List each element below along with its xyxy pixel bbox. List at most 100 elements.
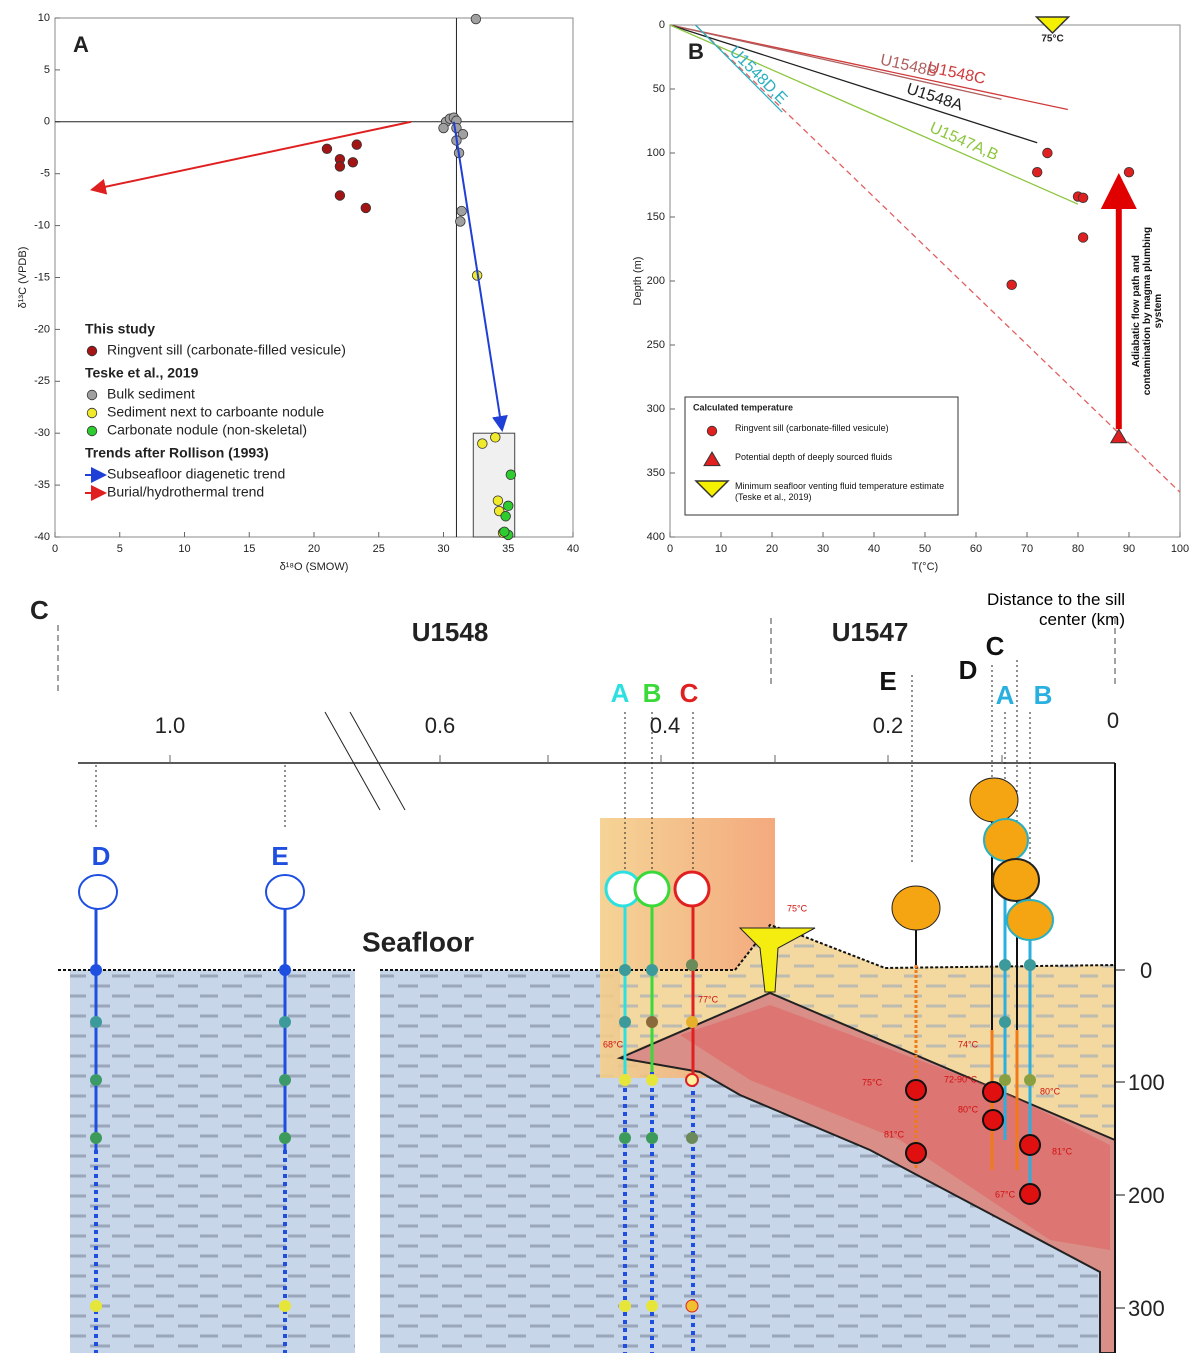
hole-letter: E bbox=[879, 666, 896, 696]
sill-sample bbox=[905, 1142, 927, 1164]
temperature: 72-90°C bbox=[944, 1074, 978, 1084]
y-tick-label: -10 bbox=[34, 220, 50, 232]
y-axis-label: δ¹³C (VPDB) bbox=[17, 247, 29, 309]
y-tick-label: -40 bbox=[34, 531, 50, 543]
dot bbox=[279, 1132, 291, 1144]
dot bbox=[90, 1132, 102, 1144]
point bbox=[1077, 232, 1089, 243]
tick-label: 0 bbox=[1140, 958, 1152, 983]
legend-label: Bulk sediment bbox=[107, 386, 195, 402]
x-tick-label: 80 bbox=[1072, 543, 1084, 555]
dot bbox=[619, 1132, 631, 1144]
hole-letter: A bbox=[996, 680, 1015, 710]
distance-title: Distance to the sill center (km) bbox=[987, 590, 1125, 629]
dot bbox=[279, 1074, 291, 1086]
tick-label: 0.2 bbox=[873, 713, 904, 738]
point bbox=[1006, 279, 1017, 291]
legend-entry: Potential depth of deeply sourced fluids bbox=[735, 452, 893, 462]
point bbox=[1123, 166, 1135, 178]
tick-label: 300 bbox=[1128, 1296, 1165, 1321]
point bbox=[86, 389, 98, 401]
hole-top bbox=[891, 885, 941, 931]
dot bbox=[279, 1300, 291, 1312]
axis-break bbox=[324, 711, 381, 811]
hole-letter: A bbox=[611, 678, 630, 708]
dot bbox=[619, 1074, 631, 1086]
y-tick-label: -20 bbox=[34, 323, 50, 335]
reference-line bbox=[695, 24, 1181, 493]
sill-sample bbox=[905, 1079, 927, 1101]
hole-top bbox=[1006, 899, 1054, 941]
tick-label: 100 bbox=[1128, 1070, 1165, 1095]
x-tick-label: 20 bbox=[308, 543, 320, 555]
dot bbox=[646, 1300, 658, 1312]
sample-dots bbox=[90, 964, 291, 1312]
down-triangle bbox=[1034, 16, 1071, 35]
seafloor-label: Seafloor bbox=[362, 926, 474, 957]
panel-label: B bbox=[688, 39, 704, 64]
depth-ticks: 0 100 200 300 bbox=[1115, 958, 1165, 1321]
legend-heading: Trends after Rollison (1993) bbox=[85, 445, 269, 461]
axis-ticks bbox=[169, 755, 1003, 763]
site-label: U1548 bbox=[412, 617, 489, 647]
point bbox=[347, 157, 359, 168]
triangle bbox=[703, 451, 721, 467]
legend-heading: Teske et al., 2019 bbox=[85, 365, 199, 381]
temperature: 77°C bbox=[698, 994, 719, 1004]
dot bbox=[646, 1074, 658, 1086]
temperature: 80°C bbox=[958, 1104, 979, 1114]
x-tick-label: 5 bbox=[117, 543, 123, 555]
dot bbox=[646, 964, 658, 976]
dot bbox=[686, 959, 698, 971]
hole-letter: D bbox=[92, 841, 111, 871]
y-tick-label: -15 bbox=[34, 271, 50, 283]
charts: 0 5 10 15 20 25 30 35 40 -40 -35 -30 -25 -20 -15 -10 -5 0… bbox=[17, 12, 1189, 573]
legend-label: Potential depth of deeply sourced fluids bbox=[735, 452, 893, 462]
dot bbox=[686, 1016, 698, 1028]
y-tick-label: 250 bbox=[647, 339, 665, 351]
legend-label: Ringvent sill (carbonate-filled vesicule… bbox=[107, 342, 346, 358]
dot bbox=[90, 1016, 102, 1028]
y-tick-label: -30 bbox=[34, 427, 50, 439]
dot bbox=[90, 1300, 102, 1312]
legend-box bbox=[684, 396, 959, 516]
sill-sample bbox=[1019, 1183, 1041, 1205]
point bbox=[455, 216, 466, 227]
y-tick-label: 350 bbox=[647, 467, 665, 479]
hole-letter: D bbox=[959, 655, 978, 685]
trend-arrow bbox=[452, 121, 508, 432]
hole-top bbox=[78, 874, 118, 910]
hole-top bbox=[633, 870, 671, 908]
point bbox=[505, 469, 517, 480]
x-tick-label: 60 bbox=[970, 543, 982, 555]
y-tick-label: -25 bbox=[34, 375, 50, 387]
panel-label: C bbox=[30, 595, 49, 625]
point bbox=[503, 500, 514, 512]
hole-top bbox=[265, 874, 305, 910]
dot bbox=[999, 959, 1011, 971]
tick-label: 200 bbox=[1128, 1183, 1165, 1208]
dot bbox=[90, 964, 102, 976]
legend-label: Minimum seafloor venting fluid temperatu… bbox=[735, 481, 945, 502]
hole-top bbox=[983, 818, 1029, 862]
x-tick-label: 40 bbox=[868, 543, 880, 555]
temperature: 80°C bbox=[1040, 1086, 1061, 1096]
x-tick-label: 50 bbox=[919, 543, 931, 555]
legend-title: Calculated temperature bbox=[693, 402, 793, 412]
x-tick-label: 10 bbox=[178, 543, 190, 555]
dot bbox=[279, 964, 291, 976]
seafloor-line bbox=[58, 923, 1116, 971]
axis-break bbox=[349, 711, 406, 811]
x-axis-label: T(°C) bbox=[912, 561, 938, 573]
point bbox=[86, 345, 98, 357]
legend-heading: This study bbox=[85, 321, 155, 337]
point bbox=[334, 161, 346, 172]
x-tick-label: 35 bbox=[502, 543, 514, 555]
distance-title-text: Distance to the sill center (km) bbox=[987, 590, 1125, 629]
distance-ticks: 1.0 0.6 0.4 0.2 0 bbox=[155, 708, 1119, 738]
x-tick-label: 40 bbox=[567, 543, 579, 555]
temperature: 81°C bbox=[1052, 1146, 1073, 1156]
hot-zone bbox=[680, 1005, 1110, 1250]
hole-letter: E bbox=[271, 841, 288, 871]
